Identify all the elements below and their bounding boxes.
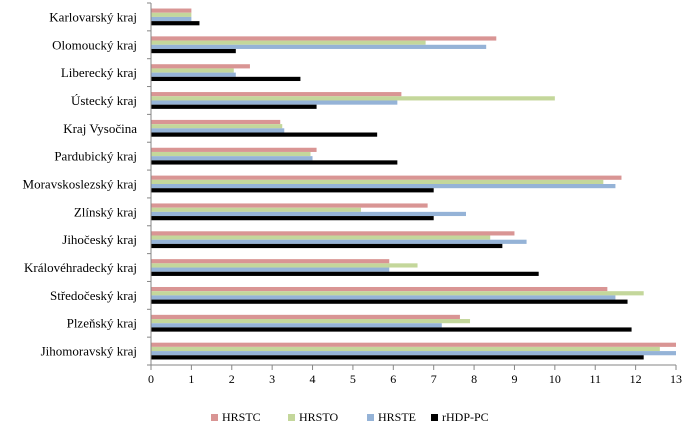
- x-tick-label: 4: [310, 372, 316, 386]
- bar-hrsto-4: [151, 96, 555, 101]
- bar-rhdp-pc-5: [151, 132, 378, 137]
- bar-hrstc-11: [151, 286, 608, 292]
- bar-hrsto-7: [151, 179, 604, 184]
- bar-rhdp-pc-1: [151, 21, 200, 26]
- x-tick-label: 7: [431, 372, 437, 386]
- bar-hrsto-10: [151, 263, 418, 268]
- bar-rhdp-pc-8: [151, 216, 434, 221]
- bar-hrste-3: [151, 72, 236, 77]
- category-labels: Karlovarský kraj Olomoucký kraj Liberecký …: [23, 9, 138, 358]
- x-tick-label: 9: [511, 372, 517, 386]
- x-tick-label: 12: [630, 372, 642, 386]
- legend-label-hrsto: HRSTO: [299, 410, 338, 424]
- bar-hrsto-9: [151, 235, 491, 240]
- bar-hrste-10: [151, 267, 390, 272]
- bar-rhdp-pc-13: [151, 355, 644, 360]
- category-label: Moravskoslezský kraj: [23, 177, 137, 192]
- category-label: Zlínský kraj: [74, 204, 137, 219]
- category-label: Ústecký kraj: [71, 93, 137, 108]
- bar-hrsto-5: [151, 124, 283, 129]
- bar-hrstc-7: [151, 175, 622, 180]
- bar-rhdp-pc-6: [151, 160, 398, 165]
- bar-hrsto-11: [151, 291, 644, 296]
- bar-hrsto-13: [151, 346, 660, 352]
- bar-hrstc-8: [151, 203, 428, 208]
- bar-hrste-7: [151, 184, 616, 189]
- x-axis: 0 1 2 3 4 5 6 7 8 9 10 11 12 13: [147, 2, 682, 386]
- bar-hrstc-9: [151, 231, 515, 236]
- bar-hrste-1: [151, 16, 192, 22]
- x-tick-label: 1: [188, 372, 194, 386]
- bar-hrstc-12: [151, 314, 460, 320]
- bar-rhdp-pc-10: [151, 271, 539, 276]
- legend-swatch-hrstc: [211, 414, 218, 421]
- legend-label-rhdp-pc: rHDP-PC: [442, 410, 489, 424]
- bar-hrsto-6: [151, 151, 311, 157]
- x-tick-label: 0: [148, 372, 154, 386]
- bar-hrsto-12: [151, 319, 471, 324]
- bar-hrstc-13: [151, 342, 676, 347]
- x-tick-label: 11: [589, 372, 601, 386]
- category-label: Plzeňský kraj: [67, 316, 137, 331]
- bar-hrste-9: [151, 239, 527, 244]
- bar-hrsto-1: [151, 12, 192, 17]
- legend-label-hrstc: HRSTC: [222, 410, 261, 424]
- bar-hrste-11: [151, 295, 616, 300]
- bar-hrste-13: [151, 351, 676, 356]
- bar-rhdp-pc-7: [151, 188, 434, 193]
- bar-hrstc-3: [151, 64, 250, 69]
- bar-hrstc-2: [151, 36, 497, 41]
- category-label: Královéhradecký kraj: [24, 260, 137, 275]
- bar-rhdp-pc-4: [151, 104, 317, 109]
- x-tick-label: 8: [471, 372, 477, 386]
- bar-hrstc-10: [151, 259, 390, 264]
- x-tick-label: 10: [549, 372, 561, 386]
- category-label: Pardubický kraj: [54, 149, 137, 164]
- bar-hrste-6: [151, 156, 313, 161]
- bar-rhdp-pc-11: [151, 299, 628, 304]
- legend-label-hrste: HRSTE: [378, 410, 416, 424]
- category-label: Jihočeský kraj: [62, 232, 137, 247]
- bar-rhdp-pc-9: [151, 243, 503, 249]
- bar-hrsto-3: [151, 68, 234, 73]
- x-tick-label: 6: [390, 372, 396, 386]
- category-label: Středočeský kraj: [50, 288, 137, 303]
- category-label: Jihomoravský kraj: [41, 344, 137, 359]
- legend: HRSTC HRSTO HRSTE rHDP-PC: [211, 410, 489, 424]
- bar-hrste-8: [151, 211, 466, 217]
- x-tick-label: 2: [229, 372, 235, 386]
- category-label: Kraj Vysočina: [63, 121, 137, 136]
- category-label: Liberecký kraj: [61, 65, 137, 80]
- bar-hrste-2: [151, 44, 487, 49]
- bars-group: [151, 8, 676, 360]
- bar-hrstc-6: [151, 147, 317, 152]
- bar-hrstc-1: [151, 8, 192, 13]
- bar-rhdp-pc-2: [151, 48, 236, 54]
- bar-hrste-4: [151, 100, 398, 105]
- bar-hrsto-8: [151, 207, 361, 212]
- category-label: Olomoucký kraj: [52, 37, 137, 52]
- bar-hrstc-4: [151, 92, 402, 97]
- bar-hrste-5: [151, 128, 285, 133]
- bar-rhdp-pc-3: [151, 76, 301, 82]
- x-tick-label: 5: [350, 372, 356, 386]
- legend-swatch-hrsto: [288, 414, 295, 421]
- bar-hrste-12: [151, 323, 442, 328]
- bar-hrstc-5: [151, 119, 281, 125]
- x-tick-label: 13: [670, 372, 682, 386]
- bar-hrsto-2: [151, 40, 426, 45]
- bar-rhdp-pc-12: [151, 327, 632, 332]
- legend-swatch-hrste: [367, 414, 374, 421]
- x-tick-label: 3: [269, 372, 275, 386]
- legend-swatch-rhdp-pc: [431, 414, 438, 421]
- category-label: Karlovarský kraj: [49, 9, 137, 24]
